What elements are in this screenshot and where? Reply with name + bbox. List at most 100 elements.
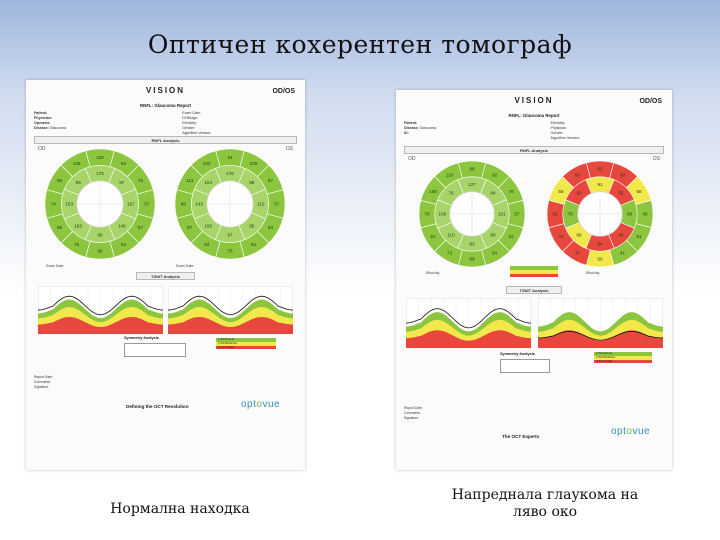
report-glaucoma: VISION OD/OS RNFL: Glaucoma Report Patie…	[396, 90, 672, 470]
inner-sector-value: 54	[597, 241, 603, 246]
optovue-logo: optovue	[241, 399, 281, 410]
inner-sector-value: 76	[568, 212, 574, 217]
outer-sector-value: 100	[250, 161, 258, 166]
tsnit-graph-od	[406, 298, 531, 348]
exam-info: Ethnicity: Physician: Gender: Algorithm …	[550, 121, 580, 140]
outer-sector-value: 76	[227, 248, 233, 253]
inner-sector-value: 127	[468, 182, 476, 187]
parameter-table	[510, 266, 558, 278]
outer-sector-value: 76	[138, 178, 144, 183]
inner-sector-value: 110	[447, 233, 455, 238]
outer-sector-value: 55	[552, 212, 558, 217]
inner-sector-value: 97	[119, 180, 125, 185]
exam-date-od: Exam Date:	[46, 264, 65, 268]
eye-label-os: OS	[652, 156, 660, 162]
outer-sector-value: 73	[447, 251, 453, 256]
outer-sector-value: 113	[186, 178, 194, 183]
inner-sector-value: 95	[249, 223, 255, 228]
report-eye-label: OD/OS	[272, 88, 295, 95]
outer-sector-value: 89	[181, 202, 187, 207]
outer-sector-value: 50	[620, 173, 626, 178]
inner-sector-value: 104	[204, 180, 212, 185]
patient-profile-line	[168, 295, 293, 316]
inner-sector-value: 110	[257, 202, 265, 207]
outer-sector-value: 86	[57, 225, 63, 230]
outer-sector-value: 69	[97, 248, 103, 253]
tsnit-section-bar: TSNIT Analysis	[136, 272, 195, 280]
inner-sector-value: 88	[576, 233, 582, 238]
outer-sector-value: 57	[274, 202, 280, 207]
patient-profile-line	[538, 330, 663, 341]
exam-date-od: Ethnicity:	[426, 271, 441, 275]
symmetry-box	[124, 343, 186, 357]
inner-sector-value: 76	[448, 191, 454, 196]
inner-sector-value: 176	[226, 171, 234, 176]
outside-band	[406, 330, 531, 348]
rnfl-wheel-os: 63 50 58 45 51 41 50 47 41 55 58 60 91 55 80 46 54 88 76 50	[546, 160, 654, 268]
report-eye-label: OD/OS	[639, 98, 662, 105]
eye-label-od: OD	[408, 156, 416, 162]
inner-sector-value: 108	[438, 212, 446, 217]
outer-sector-value: 90	[57, 178, 63, 183]
outer-sector-value: 54	[251, 242, 257, 247]
outer-sector-value: 45	[642, 212, 648, 217]
outside-band	[168, 316, 293, 334]
inner-sector-value: 182	[74, 223, 82, 228]
outer-sector-value: 79	[424, 212, 430, 217]
outer-sector-value: 47	[575, 251, 581, 256]
rnfl-section-bar: RNFL Analysis	[404, 146, 664, 154]
tsnit-graph-os	[168, 286, 293, 334]
slide-title: Оптичен кохерентен томограф	[147, 30, 573, 59]
outer-sector-value: 57	[514, 212, 520, 217]
outer-sector-value: 87	[268, 178, 274, 183]
report-brand: VISION	[514, 96, 554, 105]
significance-legend: p>5% Normal p<5% Borderline p<1% Outside	[216, 338, 276, 350]
symmetry-title: Symmetry Analysis	[124, 336, 159, 340]
outer-sector-value: 50	[597, 257, 603, 262]
outer-sector-value: 94	[227, 155, 233, 160]
inner-sector-value: 160	[204, 223, 212, 228]
outer-sector-value: 58	[558, 189, 564, 194]
outer-sector-value: 76	[508, 189, 514, 194]
inner-sector-value: 55	[618, 191, 624, 196]
patient-info: Patient: Disease: Glaucoma ID:	[404, 121, 437, 135]
inner-sector-value: 80	[97, 232, 103, 237]
outer-sector-value: 57	[144, 202, 150, 207]
outer-sector-value: 63	[268, 225, 274, 230]
rnfl-section-bar: RNFL Analysis	[34, 136, 297, 144]
outer-sector-value: 69	[469, 257, 475, 262]
exam-date-os: Exam Date:	[176, 264, 195, 268]
outer-sector-value: 58	[636, 189, 642, 194]
report-normal: VISION OD/OS RNFL: Glaucoma Report Patie…	[26, 80, 305, 470]
outer-sector-value: 81	[430, 234, 436, 239]
outer-sector-value: 100	[96, 155, 104, 160]
outer-sector-value: 108	[429, 189, 437, 194]
symmetry-title: Symmetry Analysis	[500, 352, 535, 356]
caption-normal: Нормална находка	[110, 501, 250, 517]
inner-sector-value: 176	[96, 171, 104, 176]
outer-sector-value: 54	[121, 242, 127, 247]
outer-sector-value: 98	[469, 167, 475, 172]
patient-profile-line	[38, 295, 163, 316]
outer-sector-value: 87	[187, 225, 193, 230]
tagline: The OCT Experts	[502, 434, 540, 439]
inner-sector-value: 50	[576, 191, 582, 196]
inner-sector-value: 97	[227, 232, 233, 237]
outer-sector-value: 92	[492, 173, 498, 178]
outer-sector-value: 94	[121, 161, 127, 166]
inner-sector-value: 95	[76, 180, 82, 185]
inner-sector-value: 183	[65, 202, 73, 207]
inner-sector-value: 140	[118, 223, 126, 228]
outer-sector-value: 52	[508, 234, 514, 239]
tsnit-section-bar: TSNIT Analysis	[506, 286, 562, 294]
outer-sector-value: 51	[636, 234, 642, 239]
outer-sector-value: 83	[204, 242, 210, 247]
patient-profile-line	[406, 308, 531, 329]
rnfl-wheel-od: 98 92 76 57 52 54 69 73 81 79 108 110 127 84 101 88 83 11…	[418, 160, 526, 268]
inner-sector-value: 80	[627, 212, 633, 217]
inner-sector-value: 167	[127, 202, 135, 207]
report-footer: Report Date: Comments: Signature:	[34, 375, 53, 389]
caption-glaucoma: Напреднала глаукома на ляво око	[451, 487, 639, 520]
inner-sector-value: 98	[249, 180, 255, 185]
tsnit-graph-od	[38, 286, 163, 334]
